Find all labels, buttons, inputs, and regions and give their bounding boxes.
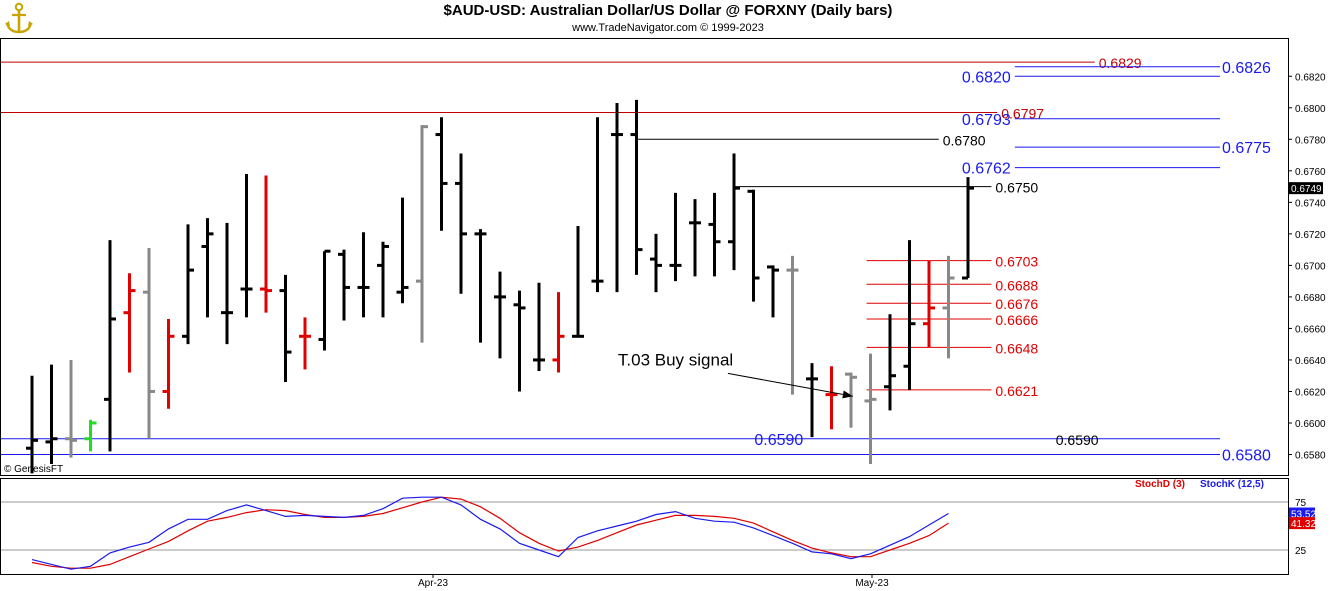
x-axis: Apr-23 May-23	[418, 574, 889, 589]
scrollbar-track	[1288, 38, 1336, 576]
level-label-0.6580: 0.6580	[1222, 448, 1271, 465]
level-label-0.6826: 0.6826	[1222, 60, 1271, 77]
level-label-0.6762: 0.6762	[962, 161, 1011, 178]
stochk-last-badge	[1289, 507, 1315, 520]
level-label-0.6750: 0.6750	[995, 180, 1038, 196]
price-tick-label: 0.6620	[1295, 387, 1326, 398]
price-tick-label: 0.6820	[1295, 72, 1326, 83]
watermark: © GenesisFT	[4, 464, 63, 475]
price-panel-frame	[0, 38, 1289, 476]
stochk-last-label: 53.52	[1291, 510, 1316, 521]
price-tick-label: 0.6600	[1295, 419, 1326, 430]
stochd-last-badge	[1289, 517, 1315, 530]
anchor-logo-icon	[5, 2, 33, 34]
chart-title: $AUD-USD: Australian Dollar/US Dollar @ …	[443, 2, 893, 19]
legend-stochk: StochK (12,5)	[1200, 479, 1264, 490]
price-axis-ticks: 0.6820 0.6800 0.6780 0.6760 0.6740 0.6720 0.67…	[1288, 72, 1326, 462]
stochd-series-line	[31, 496, 949, 569]
chart-subtitle: www.TradeNavigator.com © 1999-2023	[572, 22, 764, 34]
price-tick-label: 0.6640	[1295, 356, 1326, 367]
level-label-0.6590: 0.6590	[754, 432, 803, 449]
level-label-0.6797: 0.6797	[1001, 106, 1044, 122]
legend-stochd: StochD (3)	[1135, 479, 1185, 490]
level-label-0.6829: 0.6829	[1099, 55, 1142, 71]
level-label-0.6793: 0.6793	[962, 112, 1011, 129]
level-label-0.6775: 0.6775	[1222, 140, 1271, 157]
last-value-badge	[1289, 182, 1323, 195]
level-label-0.6820: 0.6820	[962, 69, 1011, 86]
level-label-0.6780: 0.6780	[943, 132, 986, 148]
level-label-0.6648: 0.6648	[995, 340, 1038, 356]
level-label-right-0.6590: 0.6590	[1056, 432, 1099, 448]
annotation-arrowhead	[842, 390, 853, 399]
chart-header: $AUD-USD: Australian Dollar/US Dollar @ …	[0, 0, 1336, 38]
price-tick-label: 0.6760	[1295, 167, 1326, 178]
price-tick-label: 0.6660	[1295, 324, 1326, 335]
price-tick-label: 0.6720	[1295, 230, 1326, 241]
stoch-tick-label: 75	[1295, 498, 1307, 509]
price-bars	[26, 99, 974, 474]
level-label-0.6621: 0.6621	[995, 383, 1038, 399]
level-label-0.6666: 0.6666	[995, 312, 1038, 328]
x-tick-label: Apr-23	[418, 578, 448, 589]
annotation-arrow	[727, 372, 853, 397]
level-label-0.6676: 0.6676	[995, 296, 1038, 312]
price-tick-label: 0.6800	[1295, 104, 1326, 115]
stoch-panel-frame	[0, 478, 1289, 575]
price-tick-label: 0.6700	[1295, 261, 1326, 272]
annotation-label: T.03 Buy signal	[618, 350, 733, 369]
price-tick-label: 0.6780	[1295, 135, 1326, 146]
stoch-tick-label: 25	[1295, 546, 1307, 557]
price-tick-label: 0.6740	[1295, 198, 1326, 209]
stochd-last-label: 41.32	[1291, 519, 1316, 530]
price-tick-label: 0.6680	[1295, 293, 1326, 304]
stochk-series-line	[31, 496, 949, 570]
x-tick-label: May-23	[855, 578, 889, 589]
price-tick-label: 0.6580	[1295, 451, 1326, 462]
level-label-0.6688: 0.6688	[995, 277, 1038, 293]
last-value-label: 0.6749	[1291, 184, 1322, 195]
level-label-0.6703: 0.6703	[995, 254, 1038, 270]
annotation-group: T.03 Buy signal	[618, 350, 853, 399]
